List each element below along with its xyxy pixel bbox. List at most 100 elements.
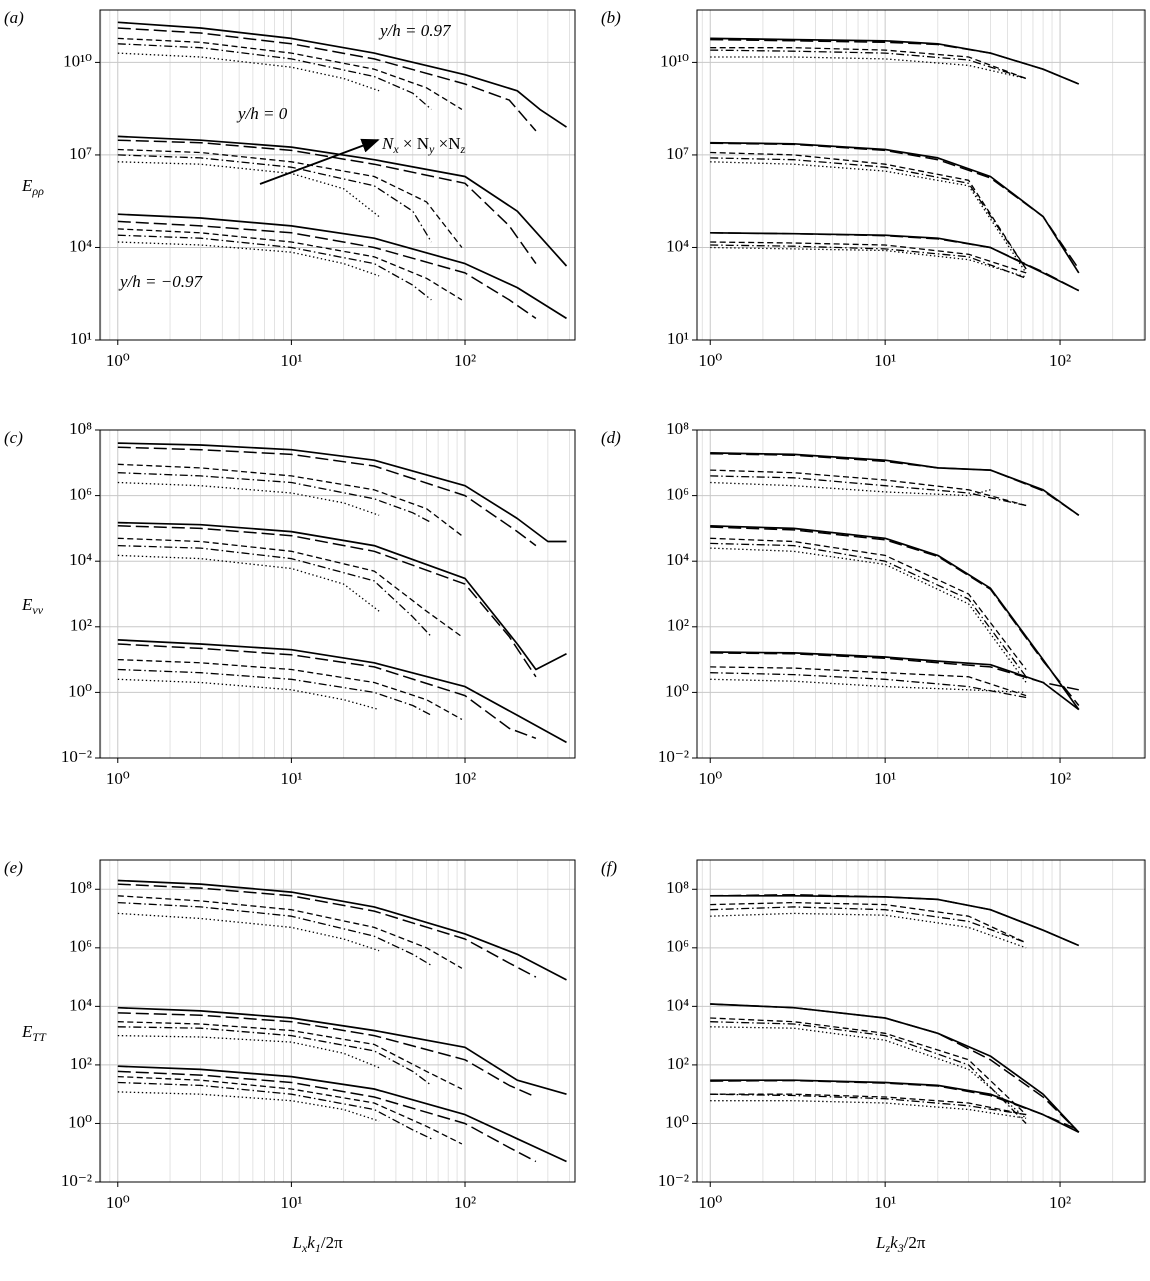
x-tick-label: 10² <box>454 769 476 788</box>
x-tick-label: 10⁰ <box>106 351 130 370</box>
y-tick-label: 10⁴ <box>666 995 689 1014</box>
panel-label: (a) <box>4 8 24 27</box>
y-tick-label: 10¹ <box>667 329 689 348</box>
panel: 10⁰ 10¹ 10² 10¹ 10⁴ 10⁷ 10¹⁰ (b) <box>601 8 1146 370</box>
plot-frame <box>696 9 1146 341</box>
y-tick-label: 10⁶ <box>666 485 689 504</box>
y-tick-label: 10⁰ <box>68 1112 92 1131</box>
line-series <box>117 37 463 110</box>
line-series <box>117 148 463 248</box>
y-tick-label: 10¹⁰ <box>660 51 689 70</box>
line-series <box>710 652 1079 691</box>
line-series <box>117 213 567 320</box>
x-tick-label: 10² <box>454 1193 476 1212</box>
y-axis-label: Eρρ <box>21 176 44 198</box>
line-series <box>710 481 991 497</box>
x-axis-label-part: /2π <box>904 1233 926 1252</box>
line-series <box>117 1070 537 1163</box>
line-series <box>117 135 568 267</box>
line-series <box>117 1006 567 1096</box>
line-series <box>117 525 537 678</box>
line-series <box>710 1017 1027 1116</box>
line-series <box>117 554 380 612</box>
y-tick-label: 10² <box>667 616 689 635</box>
x-axis-label-part: L <box>292 1233 302 1252</box>
y-tick-label: 10⁸ <box>666 419 689 438</box>
x-tick-label: 10² <box>454 351 476 370</box>
arrow-label-part: N <box>381 134 395 153</box>
line-series <box>117 154 432 243</box>
line-series <box>710 469 1027 507</box>
line-series <box>710 526 1080 706</box>
line-series <box>117 463 463 537</box>
y-tick-label: 10⁶ <box>69 485 92 504</box>
panel: 10⁰ 10¹ 10² 10⁻² 10⁰ 10² 10⁴ 10⁶ 10⁸ (e) ETT Lxk1/2… <box>4 858 576 1255</box>
line-series <box>710 651 1080 711</box>
x-axis-label-part: k <box>890 1233 898 1252</box>
y-axis-label-part: vv <box>32 603 43 617</box>
panel: 10⁰ 10¹ 10² 10⁻² 10⁰ 10² 10⁴ 10⁶ 10⁸ (f) Lzk3/2π <box>601 858 1146 1255</box>
arrow <box>259 138 380 185</box>
y-tick-label: 10⁰ <box>665 1112 689 1131</box>
line-series <box>117 668 432 716</box>
curves <box>710 893 1080 1134</box>
x-tick-label: 10¹ <box>280 1193 302 1212</box>
line-series <box>710 524 1080 711</box>
line-series <box>710 244 1027 279</box>
plot-frame <box>696 429 1146 759</box>
y-tick-label: 10⁰ <box>68 681 92 700</box>
line-series <box>117 544 432 638</box>
line-series <box>117 1091 380 1122</box>
y-tick-label: 10⁴ <box>666 550 689 569</box>
y-tick-label: 10⁸ <box>666 878 689 897</box>
panel: 10⁰ 10¹ 10² 10⁻² 10⁰ 10² 10⁴ 10⁶ 10⁸ (d) <box>601 419 1146 788</box>
line-series <box>117 472 432 524</box>
arrow-label-part: × N <box>399 134 429 153</box>
line-series <box>710 151 1027 270</box>
x-tick-label: 10⁰ <box>698 1193 722 1212</box>
line-series <box>710 231 1080 292</box>
line-series <box>710 893 1080 947</box>
annotation: y/h = −0.97 <box>118 272 203 291</box>
line-series <box>710 1079 1080 1134</box>
x-axis-label-part: L <box>875 1233 885 1252</box>
y-axis-label: ETT <box>21 1022 47 1044</box>
line-series <box>710 475 1027 507</box>
x-tick-label: 10⁰ <box>698 351 722 370</box>
line-series <box>710 49 1027 80</box>
line-series <box>117 139 537 265</box>
y-axis-label-part: E <box>21 176 33 195</box>
line-series <box>710 547 1027 683</box>
line-series <box>117 27 537 132</box>
line-series <box>117 234 432 301</box>
line-series <box>710 232 1080 292</box>
line-series <box>117 446 537 547</box>
line-series <box>710 241 1027 274</box>
x-tick-label: 10² <box>1049 1193 1071 1212</box>
y-tick-label: 10⁸ <box>69 878 92 897</box>
y-axis-label-part: E <box>21 595 33 614</box>
y-tick-label: 10⁷ <box>666 144 689 163</box>
line-series <box>710 1021 1027 1124</box>
curves <box>710 37 1080 292</box>
line-series <box>117 639 567 744</box>
y-tick-label: 10⁻² <box>61 747 92 766</box>
line-series <box>710 1093 1027 1116</box>
line-series <box>117 1034 380 1069</box>
line-series <box>710 142 1080 270</box>
line-series <box>710 1003 1080 1133</box>
line-series <box>710 894 1080 947</box>
arrow-label-part: z <box>460 142 466 156</box>
line-series <box>117 658 463 720</box>
arrow-label: Nx × Ny ×Nz <box>381 134 466 156</box>
y-axis-label-part: ρρ <box>31 184 44 198</box>
line-series <box>117 220 537 320</box>
line-series <box>117 879 567 981</box>
line-series <box>710 38 1080 85</box>
plot-frame <box>99 9 576 341</box>
line-series <box>117 21 567 128</box>
y-tick-label: 10⁰ <box>665 681 689 700</box>
panel-label: (f) <box>601 858 617 877</box>
y-tick-label: 10² <box>667 1054 689 1073</box>
line-series <box>710 542 1027 678</box>
